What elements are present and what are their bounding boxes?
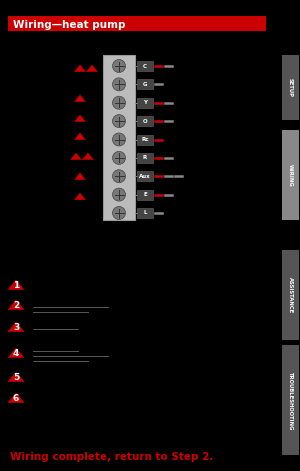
Text: SETUP: SETUP: [288, 78, 293, 97]
Polygon shape: [8, 348, 24, 357]
Text: G: G: [143, 82, 147, 87]
Text: 5: 5: [13, 374, 19, 382]
Text: R: R: [143, 155, 147, 160]
Polygon shape: [74, 133, 86, 139]
Polygon shape: [86, 65, 98, 72]
FancyBboxPatch shape: [8, 16, 266, 31]
Circle shape: [112, 206, 125, 219]
Text: Wiring—heat pump: Wiring—heat pump: [13, 19, 125, 30]
Polygon shape: [74, 193, 86, 200]
Polygon shape: [8, 393, 24, 403]
Text: ASSISTANCE: ASSISTANCE: [288, 277, 293, 313]
Text: WIRING: WIRING: [288, 163, 293, 187]
FancyBboxPatch shape: [137, 80, 153, 89]
Text: E: E: [143, 192, 147, 197]
Polygon shape: [8, 372, 24, 382]
Polygon shape: [82, 153, 94, 160]
Text: O: O: [143, 119, 147, 123]
Text: Wiring complete, return to Step 2.: Wiring complete, return to Step 2.: [10, 452, 213, 462]
FancyBboxPatch shape: [282, 130, 299, 220]
Polygon shape: [8, 322, 24, 332]
FancyBboxPatch shape: [282, 345, 299, 455]
Circle shape: [112, 96, 125, 109]
Circle shape: [112, 59, 125, 73]
Polygon shape: [74, 95, 86, 102]
FancyBboxPatch shape: [137, 135, 153, 145]
Text: 1: 1: [13, 282, 19, 291]
Text: Aux: Aux: [139, 174, 151, 179]
Text: L: L: [143, 211, 147, 216]
Polygon shape: [74, 173, 86, 179]
Text: C: C: [143, 64, 147, 68]
Text: 2: 2: [13, 301, 19, 310]
Circle shape: [112, 151, 125, 164]
FancyBboxPatch shape: [282, 55, 299, 120]
Circle shape: [112, 170, 125, 183]
FancyBboxPatch shape: [137, 208, 153, 218]
Text: TROUBLESHOOTING: TROUBLESHOOTING: [288, 371, 293, 429]
FancyBboxPatch shape: [137, 190, 153, 200]
Text: 4: 4: [13, 349, 19, 358]
Circle shape: [112, 78, 125, 91]
Polygon shape: [74, 115, 86, 122]
Circle shape: [112, 133, 125, 146]
FancyBboxPatch shape: [137, 98, 153, 108]
FancyBboxPatch shape: [137, 153, 153, 163]
Text: 3: 3: [13, 324, 19, 333]
Polygon shape: [70, 153, 82, 160]
Polygon shape: [8, 280, 24, 290]
Text: Y: Y: [143, 100, 147, 105]
Polygon shape: [8, 300, 24, 309]
Circle shape: [112, 188, 125, 201]
Text: Rc: Rc: [141, 137, 149, 142]
FancyBboxPatch shape: [137, 171, 153, 181]
FancyBboxPatch shape: [282, 250, 299, 340]
Text: 6: 6: [13, 394, 19, 404]
Polygon shape: [74, 65, 86, 72]
FancyBboxPatch shape: [137, 61, 153, 71]
FancyBboxPatch shape: [103, 55, 135, 220]
Circle shape: [112, 114, 125, 128]
FancyBboxPatch shape: [137, 116, 153, 126]
